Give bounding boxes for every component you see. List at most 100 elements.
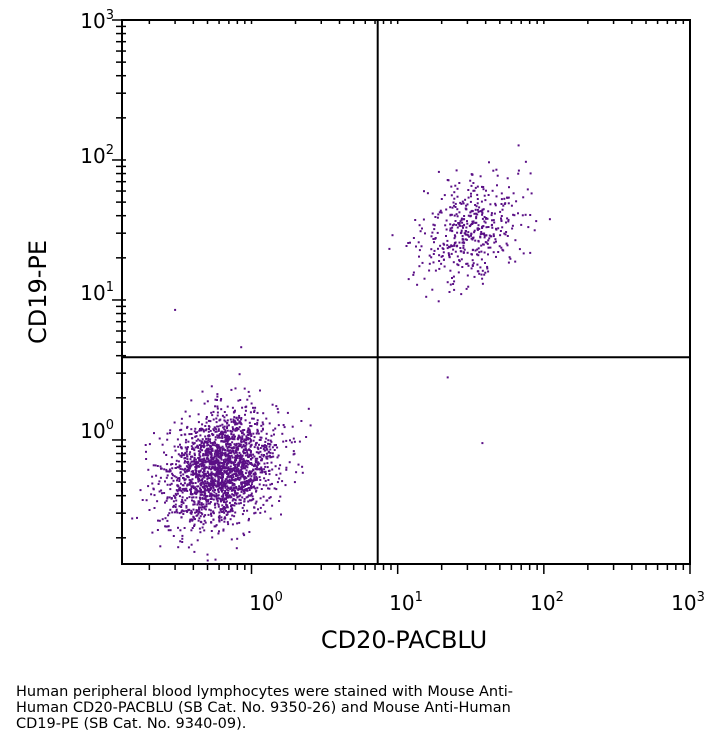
event-point bbox=[530, 192, 533, 195]
event-point bbox=[391, 234, 394, 237]
event-point bbox=[188, 467, 191, 470]
event-point bbox=[226, 494, 229, 496]
event-point bbox=[245, 449, 248, 452]
event-point bbox=[438, 211, 441, 214]
event-point bbox=[226, 434, 229, 437]
event-point bbox=[165, 476, 168, 479]
event-point bbox=[227, 452, 230, 455]
event-point bbox=[257, 448, 260, 451]
event-point bbox=[195, 475, 198, 478]
event-point bbox=[197, 413, 200, 416]
event-point bbox=[196, 489, 199, 492]
event-point bbox=[462, 226, 464, 229]
event-point bbox=[189, 488, 191, 491]
event-point bbox=[207, 430, 210, 433]
event-point bbox=[171, 474, 174, 477]
event-point bbox=[176, 492, 179, 495]
event-point bbox=[204, 497, 207, 500]
axis-ticks bbox=[112, 19, 691, 574]
event-point bbox=[431, 212, 434, 215]
event-point bbox=[237, 434, 240, 437]
event-point bbox=[221, 435, 224, 438]
event-point bbox=[179, 443, 181, 446]
event-point bbox=[186, 461, 189, 463]
event-point bbox=[197, 473, 200, 476]
event-point bbox=[475, 215, 478, 218]
event-point bbox=[439, 209, 442, 212]
event-point bbox=[255, 432, 258, 435]
event-point bbox=[170, 482, 173, 485]
event-point bbox=[450, 245, 453, 248]
event-point bbox=[220, 446, 222, 449]
event-point bbox=[240, 456, 243, 459]
event-point bbox=[485, 241, 488, 244]
event-point bbox=[200, 502, 203, 505]
event-point bbox=[235, 429, 238, 432]
event-point bbox=[220, 432, 222, 434]
event-point bbox=[221, 451, 223, 454]
event-point bbox=[292, 450, 295, 453]
event-point bbox=[219, 497, 222, 500]
event-point bbox=[191, 446, 194, 449]
event-point bbox=[484, 199, 487, 202]
event-point bbox=[453, 280, 456, 283]
event-point bbox=[199, 451, 202, 453]
event-point bbox=[141, 499, 144, 501]
event-point bbox=[226, 521, 229, 524]
event-point bbox=[213, 463, 216, 465]
event-point bbox=[236, 454, 239, 456]
event-point bbox=[229, 510, 232, 513]
event-point bbox=[503, 197, 506, 200]
event-point bbox=[512, 213, 515, 216]
event-point bbox=[453, 288, 456, 291]
event-point bbox=[261, 471, 264, 474]
event-point bbox=[497, 251, 500, 253]
event-point bbox=[223, 508, 226, 511]
event-point bbox=[219, 454, 222, 457]
event-point bbox=[463, 215, 466, 217]
event-point bbox=[198, 456, 201, 459]
event-point bbox=[256, 462, 259, 464]
event-point bbox=[180, 506, 183, 508]
event-point bbox=[423, 190, 425, 193]
event-point bbox=[217, 452, 220, 455]
event-point bbox=[203, 485, 206, 488]
event-point bbox=[201, 496, 204, 499]
event-point bbox=[215, 417, 218, 420]
event-point bbox=[201, 438, 204, 441]
event-point bbox=[177, 466, 180, 469]
event-point bbox=[259, 450, 262, 453]
event-point bbox=[183, 482, 186, 485]
event-point bbox=[263, 468, 266, 471]
event-point bbox=[198, 429, 201, 432]
event-point bbox=[278, 477, 281, 480]
event-point bbox=[219, 472, 222, 475]
event-point bbox=[226, 457, 229, 460]
event-point bbox=[245, 436, 248, 439]
event-point bbox=[247, 460, 249, 462]
event-point bbox=[238, 478, 241, 481]
event-point bbox=[256, 430, 259, 432]
event-point bbox=[237, 478, 239, 480]
event-point bbox=[483, 194, 486, 197]
event-point bbox=[301, 465, 304, 468]
event-point bbox=[199, 498, 202, 501]
event-point bbox=[241, 435, 244, 438]
event-point bbox=[201, 449, 204, 452]
event-point bbox=[470, 267, 473, 270]
event-point bbox=[224, 490, 227, 492]
event-point bbox=[213, 466, 216, 469]
event-point bbox=[488, 234, 491, 237]
event-point bbox=[481, 442, 484, 445]
event-point bbox=[250, 450, 252, 453]
event-point bbox=[207, 454, 210, 457]
event-point bbox=[455, 169, 458, 172]
event-point bbox=[181, 454, 183, 457]
event-point bbox=[409, 241, 411, 244]
event-point bbox=[185, 469, 188, 472]
event-point bbox=[208, 465, 211, 468]
event-point bbox=[456, 187, 459, 190]
event-point bbox=[238, 498, 241, 501]
event-point bbox=[275, 473, 278, 476]
event-point bbox=[198, 463, 201, 466]
